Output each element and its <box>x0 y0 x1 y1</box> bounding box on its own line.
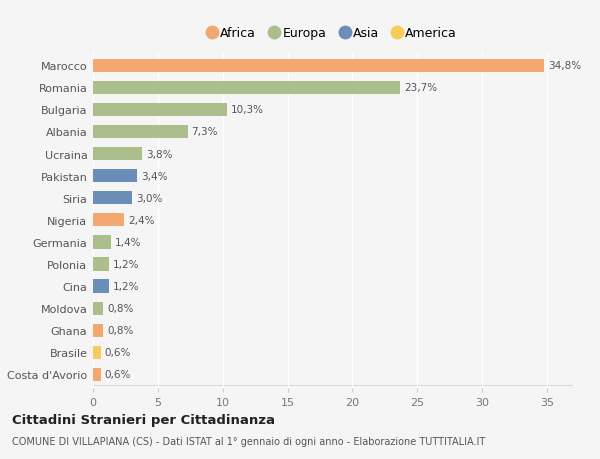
Text: 10,3%: 10,3% <box>230 105 263 115</box>
Bar <box>93 148 142 161</box>
Bar <box>93 103 227 117</box>
Text: Cittadini Stranieri per Cittadinanza: Cittadini Stranieri per Cittadinanza <box>12 413 275 426</box>
Text: 1,2%: 1,2% <box>112 281 139 291</box>
Text: 1,2%: 1,2% <box>112 259 139 269</box>
Bar <box>93 192 132 205</box>
Bar <box>93 214 124 227</box>
Text: 1,4%: 1,4% <box>115 237 142 247</box>
Text: 3,0%: 3,0% <box>136 193 162 203</box>
Text: 7,3%: 7,3% <box>191 127 218 137</box>
Bar <box>93 59 544 73</box>
Text: 23,7%: 23,7% <box>404 83 437 93</box>
Bar <box>93 258 109 271</box>
Bar <box>93 170 137 183</box>
Text: 3,8%: 3,8% <box>146 149 173 159</box>
Bar <box>93 368 101 381</box>
Text: 3,4%: 3,4% <box>141 171 167 181</box>
Text: 0,6%: 0,6% <box>104 369 131 380</box>
Bar <box>93 81 400 95</box>
Bar <box>93 236 111 249</box>
Text: 2,4%: 2,4% <box>128 215 155 225</box>
Bar <box>93 125 188 139</box>
Bar <box>93 280 109 293</box>
Bar <box>93 302 103 315</box>
Text: 0,8%: 0,8% <box>107 303 134 313</box>
Text: 0,8%: 0,8% <box>107 325 134 336</box>
Bar <box>93 346 101 359</box>
Bar <box>93 324 103 337</box>
Text: 0,6%: 0,6% <box>104 347 131 358</box>
Text: 34,8%: 34,8% <box>548 61 581 71</box>
Text: COMUNE DI VILLAPIANA (CS) - Dati ISTAT al 1° gennaio di ogni anno - Elaborazione: COMUNE DI VILLAPIANA (CS) - Dati ISTAT a… <box>12 436 485 446</box>
Legend: Africa, Europa, Asia, America: Africa, Europa, Asia, America <box>209 27 457 40</box>
